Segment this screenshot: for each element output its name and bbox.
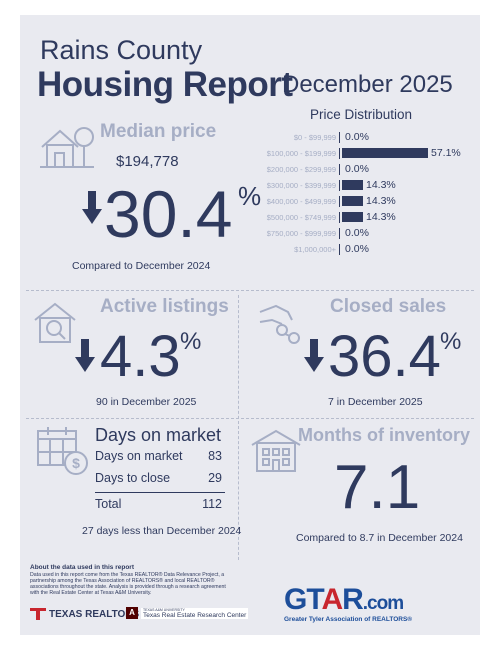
closed-note: 7 in December 2025: [328, 396, 423, 408]
median-price-value: $194,778: [116, 153, 179, 170]
dom-row-label: Days on market: [95, 449, 183, 463]
gtar-logo-text: GTAR.com: [284, 583, 403, 617]
price-bar-label: $300,000 - $399,999: [242, 181, 339, 190]
median-compared: Compared to December 2024: [72, 260, 210, 272]
tr-logo-icon: [30, 608, 46, 620]
tamu-mark-icon: A: [126, 607, 138, 619]
price-bar-axis: [339, 148, 340, 159]
house-tree-icon: [38, 123, 96, 171]
days-on-market-heading: Days on market: [95, 425, 221, 446]
price-bar-value: 0.0%: [345, 227, 369, 239]
hand-keys-icon: [258, 300, 310, 348]
tamu-center-text: Texas Real Estate Research Center: [143, 612, 246, 619]
price-bar: [342, 148, 428, 158]
dom-note: 27 days less than December 2024: [82, 525, 241, 537]
price-bar-label: $100,000 - $199,999: [242, 149, 339, 158]
price-bar: [342, 196, 363, 206]
closed-change-symbol: %: [440, 328, 461, 356]
down-arrow-icon: [75, 339, 95, 373]
price-bar-row: $200,000 - $299,999 0.0%: [242, 162, 369, 176]
county-name: Rains County: [40, 35, 202, 66]
price-bar-label: $500,000 - $749,999: [242, 213, 339, 222]
calendar-money-icon: $: [36, 425, 90, 477]
report-period: December 2025: [282, 71, 453, 99]
price-distribution-title: Price Distribution: [310, 107, 412, 122]
months-inventory-value: 7.1: [334, 455, 420, 521]
price-bar-label: $1,000,000+: [242, 245, 339, 254]
price-bar-row: $0 - $99,999 0.0%: [242, 130, 369, 144]
price-bar-value: 14.3%: [366, 179, 396, 191]
active-change-number: 4.3: [100, 325, 181, 389]
price-distribution-chart: $0 - $99,999 0.0% $100,000 - $199,999 57.1%…: [242, 130, 474, 260]
price-bar-axis: [339, 180, 340, 191]
price-bar-axis: [339, 196, 340, 207]
price-bar-row: $750,000 - $999,999 0.0%: [242, 226, 369, 240]
about-title: About the data used in this report: [30, 564, 134, 571]
divider: [238, 295, 239, 560]
price-bar-axis: [339, 132, 340, 143]
price-bar-axis: [339, 244, 340, 255]
median-change-number: 30.4: [104, 179, 232, 249]
price-bar: [342, 212, 363, 222]
about-text: Data used in this report come from the T…: [30, 572, 230, 596]
down-arrow-icon: [304, 339, 324, 373]
closed-change-number: 36.4: [328, 325, 441, 389]
svg-text:$: $: [72, 455, 80, 471]
closed-sales-heading: Closed sales: [330, 296, 446, 318]
price-bar-axis: [339, 164, 340, 175]
price-bar: [342, 180, 363, 190]
median-price-heading: Median price: [100, 121, 216, 143]
price-bar-row: $300,000 - $399,999 14.3%: [242, 178, 396, 192]
months-compared: Compared to 8.7 in December 2024: [296, 532, 463, 544]
active-note: 90 in December 2025: [96, 396, 196, 408]
house-search-icon: [32, 300, 78, 346]
tamu-logo: A TEXAS A&M UNIVERSITY Texas Real Estate…: [126, 607, 248, 619]
active-change-symbol: %: [180, 328, 201, 356]
price-bar-label: $750,000 - $999,999: [242, 229, 339, 238]
price-bar-value: 0.0%: [345, 243, 369, 255]
dom-row-value: 83: [202, 449, 222, 463]
price-bar-label: $0 - $99,999: [242, 133, 339, 142]
dtc-row-value: 29: [202, 471, 222, 485]
total-rule: [95, 492, 225, 493]
price-bar-row: $1,000,000+ 0.0%: [242, 242, 369, 256]
report-card: Rains County Housing Report December 202…: [20, 15, 480, 635]
price-bar-value: 57.1%: [431, 147, 461, 159]
price-bar-label: $400,000 - $499,999: [242, 197, 339, 206]
texas-realtors-logo: TEXAS REALTORS: [30, 608, 139, 620]
price-bar-row: $500,000 - $749,999 14.3%: [242, 210, 396, 224]
gtar-tagline: Greater Tyler Association of REALTORS®: [284, 616, 412, 623]
active-listings-heading: Active listings: [100, 296, 229, 318]
price-bar-label: $200,000 - $299,999: [242, 165, 339, 174]
months-inventory-heading: Months of inventory: [298, 425, 470, 446]
price-bar-value: 14.3%: [366, 195, 396, 207]
price-bar-axis: [339, 228, 340, 239]
dtc-row-label: Days to close: [95, 471, 170, 485]
price-bar-axis: [339, 212, 340, 223]
total-value: 112: [196, 497, 222, 511]
down-arrow-icon: [82, 191, 102, 225]
building-icon: [250, 427, 302, 473]
divider: [26, 418, 474, 419]
price-bar-row: $100,000 - $199,999 57.1%: [242, 146, 461, 160]
total-label: Total: [95, 497, 121, 511]
price-bar-row: $400,000 - $499,999 14.3%: [242, 194, 396, 208]
price-bar-value: 14.3%: [366, 211, 396, 223]
divider: [26, 290, 474, 291]
report-title: Housing Report: [37, 65, 292, 105]
price-bar-value: 0.0%: [345, 131, 369, 143]
price-bar-value: 0.0%: [345, 163, 369, 175]
